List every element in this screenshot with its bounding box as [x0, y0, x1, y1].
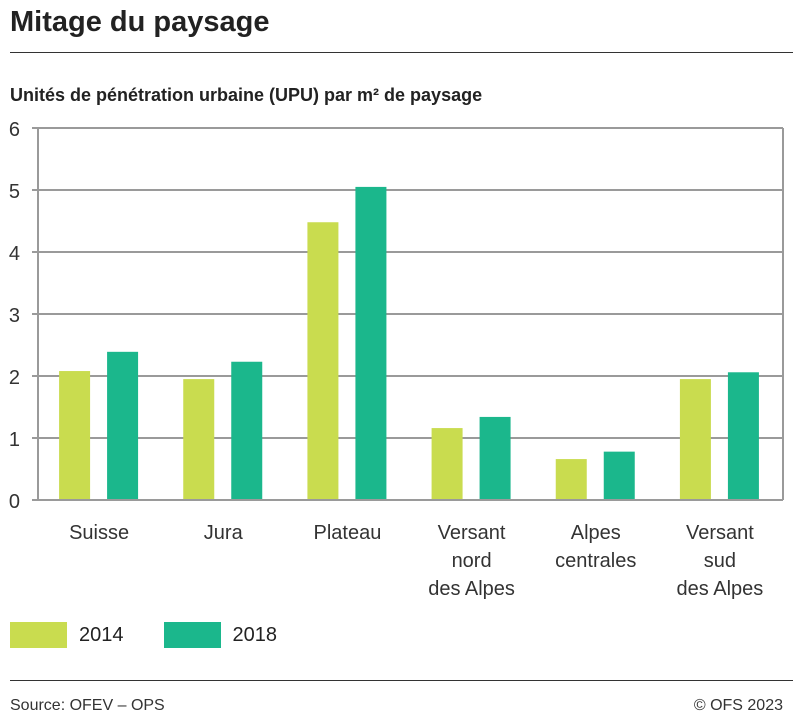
x-tick-label: des Alpes	[428, 578, 515, 600]
bar-2018-5	[727, 372, 759, 500]
y-tick-label: 4	[9, 243, 20, 265]
y-tick-label: 0	[9, 491, 20, 513]
bar-chart: 0 1 2 3 4 5 6 Suisse Jura Plateau Versant nord des A…	[9, 119, 784, 600]
y-tick-label: 2	[9, 367, 20, 389]
x-tick-label: Plateau	[313, 522, 381, 544]
x-tick-label: Versant	[686, 522, 754, 544]
footer-divider	[10, 680, 793, 681]
copyright: © OFS 2023	[693, 697, 783, 714]
chart-title: Mitage du paysage	[10, 6, 270, 38]
legend-swatch-2014	[10, 622, 67, 648]
x-tick-label: sud	[704, 550, 736, 572]
x-tick-label: centrales	[555, 550, 636, 572]
x-tick-label: Versant	[438, 522, 506, 544]
source-note: Source: OFEV – OPS	[10, 697, 165, 714]
bar-2018-1	[231, 361, 263, 500]
bar-2014-3	[431, 428, 463, 500]
bar-2014-5	[679, 379, 711, 500]
title-divider	[10, 52, 793, 53]
legend: 2014 2018	[10, 622, 277, 648]
legend-label-2018: 2018	[232, 623, 278, 646]
y-tick-label: 3	[9, 305, 20, 327]
bar-2018-0	[107, 351, 139, 500]
x-tick-label: Jura	[204, 522, 244, 544]
bar-2018-3	[479, 416, 511, 500]
bar-2018-2	[355, 186, 387, 500]
x-tick-label: nord	[452, 550, 492, 572]
y-tick-label: 5	[9, 181, 20, 203]
chart-subtitle: Unités de pénétration urbaine (UPU) par …	[10, 85, 483, 105]
x-tick-label: des Alpes	[677, 578, 764, 600]
bar-2014-4	[555, 459, 587, 500]
bar-2014-2	[307, 222, 339, 501]
bar-2014-0	[59, 371, 91, 500]
x-tick-label: Suisse	[69, 522, 129, 544]
legend-label-2014: 2014	[79, 623, 124, 646]
x-tick-label: Alpes	[571, 522, 621, 544]
legend-swatch-2018	[163, 622, 221, 648]
y-tick-label: 6	[9, 119, 20, 141]
y-tick-label: 1	[9, 429, 20, 451]
bar-2018-4	[603, 451, 635, 500]
bar-2014-1	[183, 379, 215, 500]
